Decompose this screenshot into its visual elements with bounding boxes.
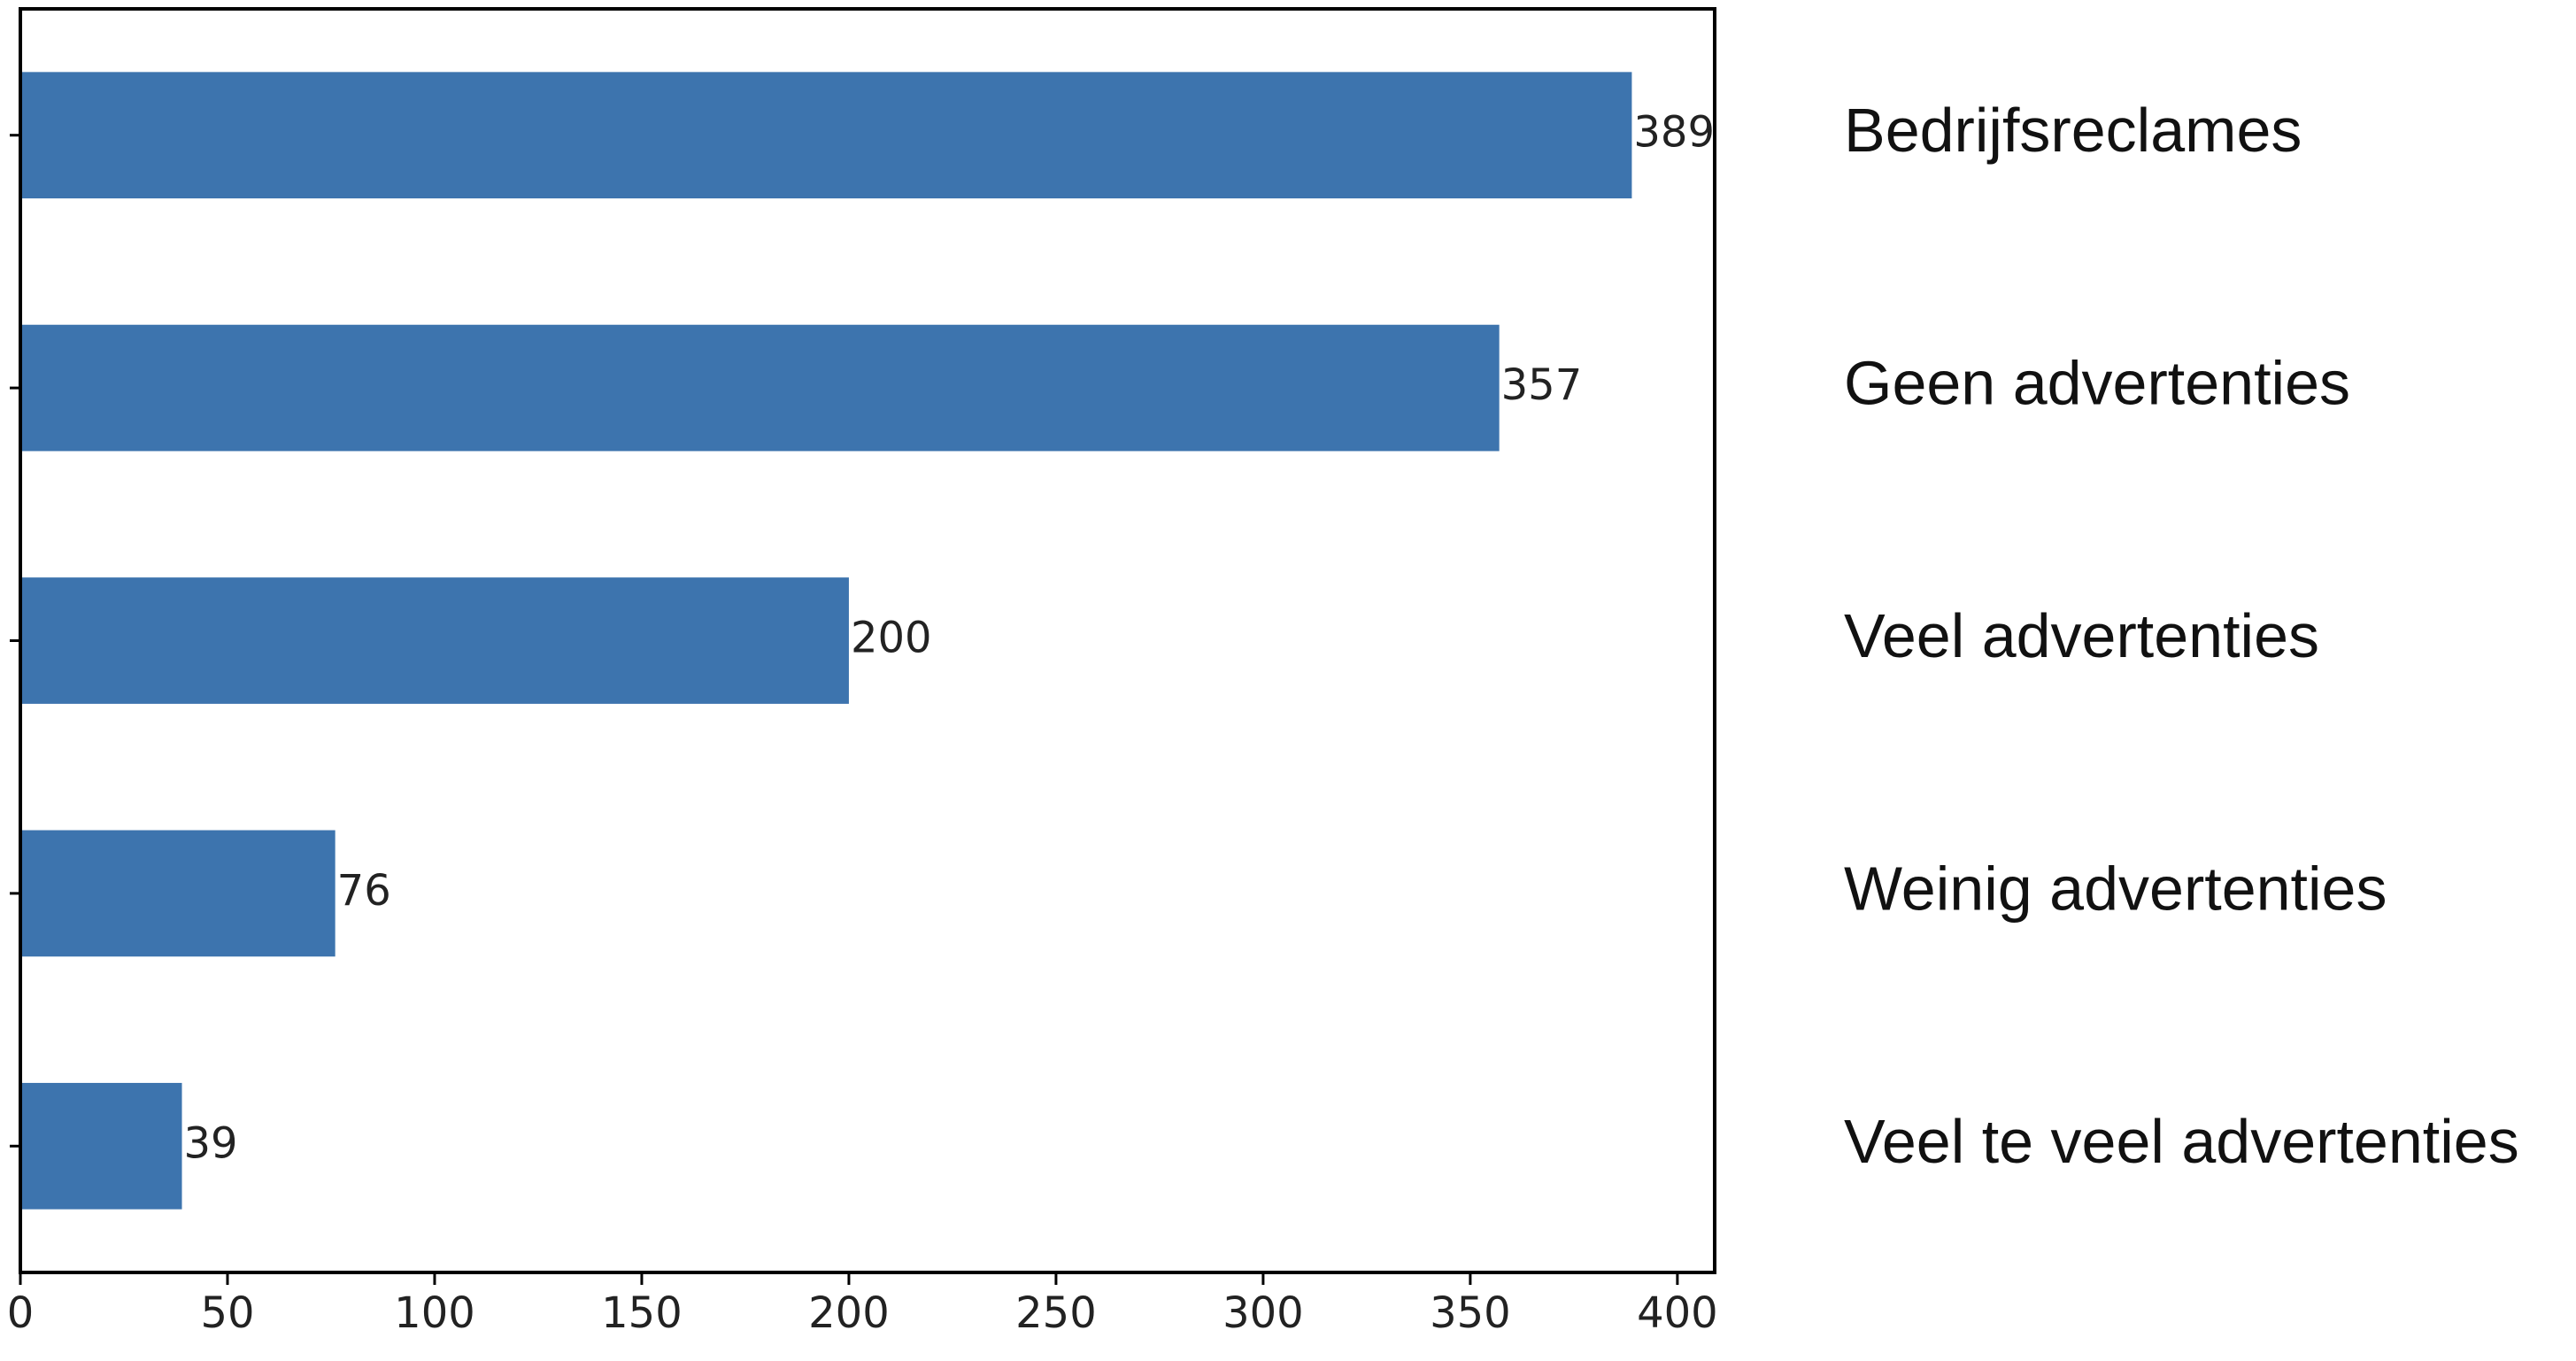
x-tick-label: 150 [601,1288,683,1338]
bar-value-label: 200 [851,614,932,663]
bar-value-label: 389 [1633,108,1715,158]
x-tick-label: 0 [7,1288,35,1338]
labels-layer: 389 Bedrijfsreclames 357 Geen advertenties 2… [7,96,2519,1338]
category-label: Bedrijfsreclames [1844,96,2302,165]
x-tick-label: 350 [1430,1288,1511,1338]
bar [20,72,1632,199]
bars-layer [20,72,1632,1210]
bar-value-label: 39 [184,1118,238,1168]
x-tick-label: 100 [394,1288,475,1338]
x-tick-label: 50 [200,1288,254,1338]
bar-value-label: 357 [1501,360,1583,410]
category-label: Veel advertenties [1844,601,2319,670]
bar [20,830,335,957]
bar [20,1082,182,1210]
bar-value-label: 76 [337,866,391,916]
category-label: Geen advertenties [1844,349,2350,418]
bar [20,577,849,704]
x-tick-label: 200 [808,1288,890,1338]
x-tick-label: 400 [1637,1288,1718,1338]
category-label: Veel te veel advertenties [1844,1107,2519,1176]
bar [20,324,1500,452]
x-tick-label: 250 [1015,1288,1097,1338]
x-tick-label: 300 [1222,1288,1304,1338]
axis-layer [10,7,1716,1285]
plot-frame [19,7,1716,1274]
category-label: Weinig advertenties [1844,854,2387,923]
